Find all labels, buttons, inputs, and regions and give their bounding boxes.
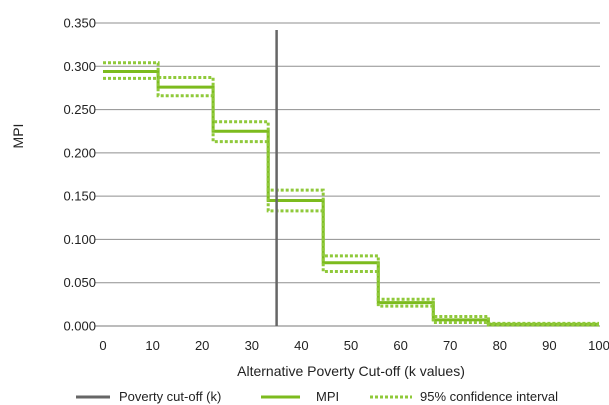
x-tick-label: 90 — [542, 338, 556, 353]
y-tick-label: 0.250 — [63, 102, 96, 117]
y-tick-label: 0.300 — [63, 59, 96, 74]
ci-lower-line — [103, 76, 599, 327]
y-axis-tick-labels: 0.000 0.050 0.100 0.150 0.200 0.250 0.300 0.350 — [63, 16, 96, 334]
x-tick-label: 60 — [393, 338, 407, 353]
x-tick-label: 0 — [99, 338, 106, 353]
y-tick-label: 0.000 — [63, 319, 96, 334]
x-tick-label: 20 — [195, 338, 209, 353]
y-tick-label: 0.050 — [63, 275, 96, 290]
x-tick-label: 30 — [245, 338, 259, 353]
y-tick-label: 0.350 — [63, 16, 96, 31]
y-axis-title: MPI — [10, 124, 26, 149]
x-tick-label: 100 — [588, 338, 609, 353]
legend-label-mpi: MPI — [316, 389, 339, 404]
y-tick-label: 0.100 — [63, 232, 96, 247]
y-tick-label: 0.200 — [63, 145, 96, 160]
x-tick-label: 70 — [443, 338, 457, 353]
x-tick-label: 40 — [294, 338, 308, 353]
ci-upper-line — [103, 61, 599, 325]
gridlines — [95, 22, 600, 327]
y-tick-label: 0.150 — [63, 189, 96, 204]
series-lines — [103, 61, 599, 327]
x-tick-label: 10 — [145, 338, 159, 353]
x-tick-label: 80 — [493, 338, 507, 353]
legend: Poverty cut-off (k) MPI 95% confidence i… — [76, 389, 558, 404]
x-axis-title: Alternative Poverty Cut-off (k values) — [237, 363, 465, 379]
legend-label-ci: 95% confidence interval — [420, 389, 558, 404]
x-axis-tick-labels: 0 10 20 30 40 50 60 70 80 90 100 — [99, 338, 609, 353]
x-tick-label: 50 — [344, 338, 358, 353]
mpi-line — [103, 70, 599, 326]
legend-label-cutoff: Poverty cut-off (k) — [119, 389, 221, 404]
